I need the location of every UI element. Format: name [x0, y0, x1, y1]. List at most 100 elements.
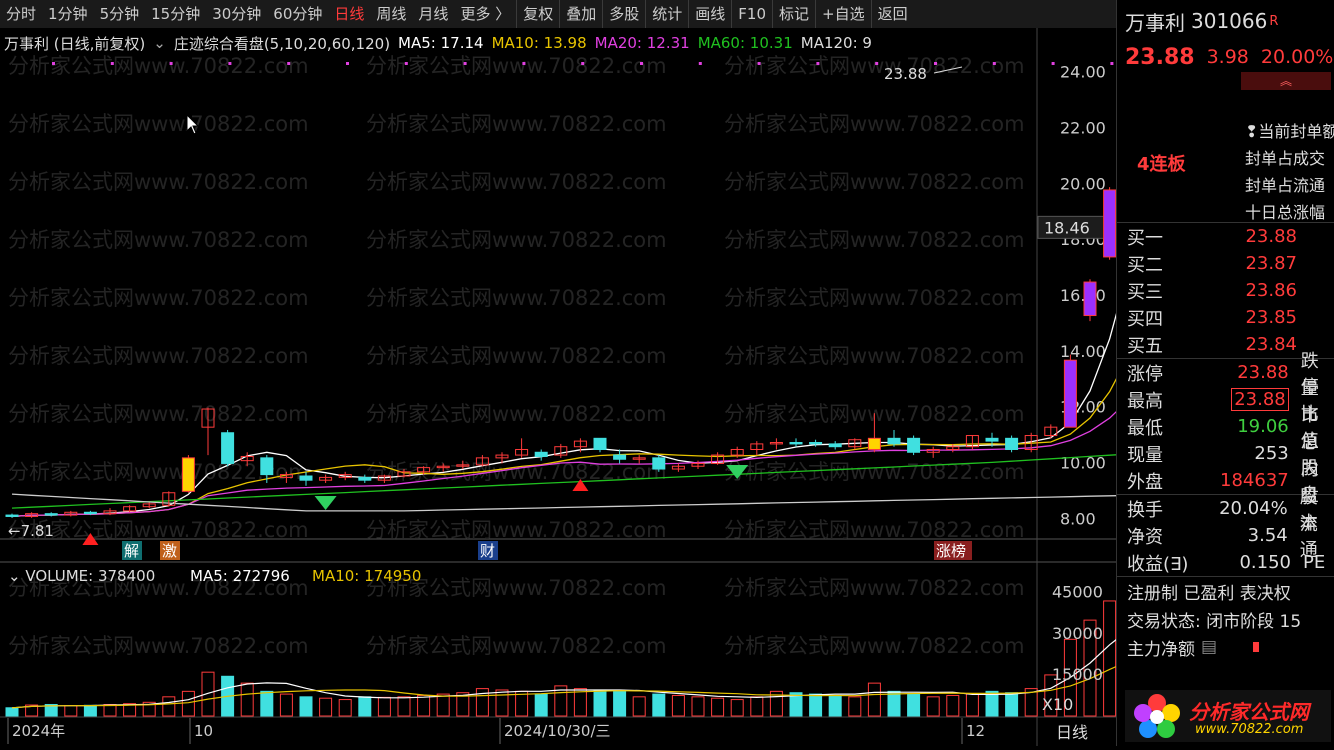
bid-row[interactable]: 买一 23.88 — [1117, 223, 1334, 250]
vol-tick: 30000 — [1052, 624, 1103, 643]
price-line: 23.88 3.98 20.00% — [1117, 42, 1334, 72]
candle-body — [632, 457, 646, 460]
high-marker: 23.88 — [884, 65, 927, 83]
watermark-text: 分析家公式网www.70822.com — [8, 576, 309, 600]
watermark-text: 分析家公式网www.70822.com — [8, 634, 309, 658]
watermark-text: 分析家公式网www.70822.com — [8, 518, 309, 542]
watermark-text: 分析家公式网www.70822.com — [8, 286, 309, 310]
bid-row[interactable]: 买五 23.84 — [1117, 331, 1334, 358]
volume-bar — [769, 690, 783, 717]
toolbar-item[interactable]: 1分钟 — [48, 5, 88, 23]
kline-chart[interactable]: 分析家公式网www.70822.com 分析家公式网www.70822.com 分析… — [0, 28, 1173, 746]
toolbar-item[interactable]: 5分钟 — [99, 5, 140, 23]
volume-bar — [848, 696, 862, 717]
volume-bar — [711, 697, 725, 717]
volume-bar — [240, 682, 254, 717]
stat-row: 最高 23.88 量比 — [1117, 378, 1334, 425]
chart-area[interactable]: 分析家公式网www.70822.com 分析家公式网www.70822.com 分析… — [0, 28, 1173, 746]
toolbar-item[interactable]: 月线 — [418, 5, 449, 23]
volume-bar — [397, 696, 411, 717]
volume-bar — [456, 692, 470, 717]
candle-body — [299, 475, 313, 481]
sell-diamond-icon — [314, 496, 337, 510]
stat-value-cell: 253 — [1175, 443, 1288, 464]
candle-body — [64, 511, 78, 516]
bid-price: 23.84 — [1245, 334, 1297, 355]
volume-bar — [142, 701, 156, 717]
toolbar-item[interactable]: 统计 — [645, 0, 688, 28]
toolbar-item[interactable]: 多股 — [602, 0, 645, 28]
candle-body — [358, 476, 372, 481]
tag-jie-bg — [122, 541, 142, 560]
toolbar-item[interactable]: 日线 — [334, 5, 365, 23]
bid-price: 23.86 — [1245, 280, 1297, 301]
watermark-text: 分析家公式网www.70822.com — [366, 54, 667, 78]
toolbar-item[interactable]: 更多 〉 — [460, 5, 511, 23]
watermark-text: 分析家公式网www.70822.com — [724, 518, 1025, 542]
volume-bar — [1024, 688, 1038, 717]
toolbar-item[interactable]: 30分钟 — [212, 5, 262, 23]
toolbar-item[interactable]: 标记 — [772, 0, 815, 28]
bid-row[interactable]: 买四 23.85 — [1117, 304, 1334, 331]
volume-bar — [946, 694, 960, 717]
bid-label: 买四 — [1127, 308, 1163, 330]
stat-value: 23.88 — [1231, 388, 1289, 411]
candle-body — [201, 408, 215, 428]
watermark-text: 分析家公式网www.70822.com — [8, 112, 309, 136]
toolbar-item[interactable]: 周线 — [376, 5, 407, 23]
signal-dot — [404, 62, 408, 65]
watermark-text: 分析家公式网www.70822.com — [366, 228, 667, 252]
stats-list: 涨停 23.88 跌停 最高 23.88 量比 最低 19.06 市值 现量 253 … — [1117, 351, 1334, 506]
main-net-row[interactable]: 主力净额 ▤ — [1117, 633, 1334, 661]
volume-bar — [25, 704, 39, 717]
bid-row[interactable]: 买三 23.86 — [1117, 277, 1334, 304]
list-icon[interactable]: ▤ — [1201, 637, 1218, 657]
candle-body — [573, 440, 587, 448]
toolbar-item[interactable]: 分时 — [6, 5, 37, 23]
toolbar-item[interactable]: 画线 — [688, 0, 731, 28]
stat-label-2: 总股 — [1300, 431, 1319, 479]
fin-label: 收益(∃) — [1127, 553, 1189, 575]
volume-bar — [123, 703, 137, 717]
price-pct: 20.00% — [1260, 46, 1334, 68]
stat-label: 涨停 — [1127, 363, 1163, 385]
volume-bar — [632, 696, 646, 717]
volume-bar — [44, 703, 58, 717]
toolbar-item[interactable]: 复权 — [516, 0, 559, 28]
candle-body — [475, 457, 489, 466]
site-logo: 分析家公式网 www.70822.com — [1125, 690, 1331, 742]
candle-body — [730, 448, 744, 456]
limit-info-item: 封单占流通 — [1245, 176, 1326, 195]
toolbar-item[interactable]: 60分钟 — [273, 5, 323, 23]
mouse-cursor-icon — [186, 113, 200, 135]
candle-body — [397, 471, 411, 477]
indicator-name[interactable]: 庄迹综合看盘(5,10,20,60,120) — [173, 34, 391, 53]
chart-title: 万事利 (日线,前复权) — [4, 34, 146, 53]
toolbar-item[interactable]: 返回 — [870, 0, 914, 28]
candle-body — [691, 462, 705, 467]
volume-bar — [181, 690, 195, 717]
candle-body — [181, 457, 195, 492]
watermark-text: 分析家公式网www.70822.com — [724, 634, 1025, 658]
signal-dot — [992, 62, 996, 65]
vol-ma-line — [11, 629, 1130, 709]
stock-name: 万事利 — [1125, 10, 1185, 35]
collapse-button[interactable]: ︽ — [1241, 72, 1331, 90]
stat-value: 19.06 — [1237, 416, 1289, 437]
price-tick: 14.00 — [1060, 342, 1106, 361]
bid-row[interactable]: 买二 23.87 — [1117, 250, 1334, 277]
ma20-value: MA20: 12.31 — [594, 34, 690, 52]
watermark-text: 分析家公式网www.70822.com — [724, 286, 1025, 310]
tag-ji-bg — [160, 541, 180, 560]
toolbar-item[interactable]: +自选 — [815, 0, 871, 28]
signal-dot — [346, 62, 349, 65]
toolbar-item[interactable]: 15分钟 — [151, 5, 201, 23]
candle-body — [769, 442, 783, 445]
signal-dot — [287, 62, 291, 65]
watermark-text: 分析家公式网www.70822.com — [8, 344, 309, 368]
toolbar-item[interactable]: 叠加 — [559, 0, 602, 28]
volume-bar — [671, 694, 685, 717]
settings-icon[interactable]: ⌄ — [153, 34, 166, 52]
toolbar-item[interactable]: F10 — [731, 0, 772, 28]
ma5-value: MA5: 17.14 — [398, 34, 484, 52]
